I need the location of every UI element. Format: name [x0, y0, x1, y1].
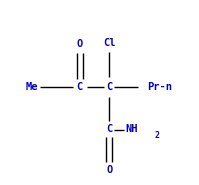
- Text: NH: NH: [125, 125, 138, 134]
- Text: Cl: Cl: [103, 38, 116, 48]
- Text: O: O: [106, 165, 113, 175]
- Text: Me: Me: [26, 82, 38, 92]
- Text: C: C: [76, 82, 83, 92]
- Text: C: C: [106, 82, 113, 92]
- Text: C: C: [106, 125, 113, 134]
- Text: O: O: [76, 39, 83, 49]
- Text: Pr-n: Pr-n: [147, 82, 172, 92]
- Text: 2: 2: [154, 132, 159, 140]
